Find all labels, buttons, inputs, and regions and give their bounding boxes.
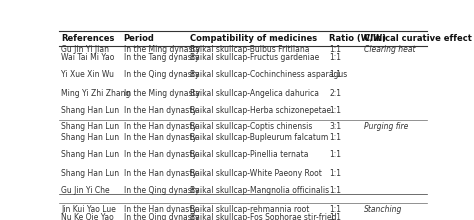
Text: Baikal skullcap-Pinellia ternata: Baikal skullcap-Pinellia ternata [190, 150, 308, 159]
Text: 1:1: 1:1 [329, 70, 341, 79]
Text: 1:1: 1:1 [329, 205, 341, 214]
Text: In the Han dynasty: In the Han dynasty [124, 106, 196, 115]
Text: Baikal skullcap-Mangnolia officinalis: Baikal skullcap-Mangnolia officinalis [190, 186, 329, 194]
Text: In the Ming dynasty: In the Ming dynasty [124, 45, 200, 54]
Text: Baikal skullcap-Angelica dahurica: Baikal skullcap-Angelica dahurica [190, 90, 319, 98]
Text: Jin Kui Yao Lue: Jin Kui Yao Lue [61, 205, 116, 214]
Text: Compatibility of medicines: Compatibility of medicines [190, 34, 317, 43]
Text: Baikal skullcap-Cochinchiness asparagus: Baikal skullcap-Cochinchiness asparagus [190, 70, 347, 79]
Text: Baikal skullcap-Fructus gardeniae: Baikal skullcap-Fructus gardeniae [190, 53, 319, 62]
Text: Nu Ke Qie Yao: Nu Ke Qie Yao [61, 213, 114, 220]
Text: 3:1: 3:1 [329, 122, 341, 131]
Text: Baikal skullcap-Herba schizonepetae: Baikal skullcap-Herba schizonepetae [190, 106, 331, 115]
Text: In the Qing dynasty: In the Qing dynasty [124, 70, 199, 79]
Text: Shang Han Lun: Shang Han Lun [61, 122, 119, 131]
Text: Yi Xue Xin Wu: Yi Xue Xin Wu [61, 70, 114, 79]
Text: Ratio (W/W): Ratio (W/W) [329, 34, 386, 43]
Text: 1:1: 1:1 [329, 186, 341, 194]
Text: In the Ming dynasty: In the Ming dynasty [124, 90, 200, 98]
Text: Shang Han Lun: Shang Han Lun [61, 106, 119, 115]
Text: Period: Period [124, 34, 155, 43]
Text: Baikal skullcap-rehmannia root: Baikal skullcap-rehmannia root [190, 205, 309, 214]
Text: 2:1: 2:1 [329, 90, 341, 98]
Text: Baikal skullcap-Fos Sophorae stir-fried: Baikal skullcap-Fos Sophorae stir-fried [190, 213, 336, 220]
Text: 1:1: 1:1 [329, 53, 341, 62]
Text: Shang Han Lun: Shang Han Lun [61, 169, 119, 178]
Text: 1:1: 1:1 [329, 150, 341, 159]
Text: In the Han dynasty: In the Han dynasty [124, 169, 196, 178]
Text: Baikal skullcap-White Paeony Root: Baikal skullcap-White Paeony Root [190, 169, 321, 178]
Text: Clinical curative effect: Clinical curative effect [364, 34, 472, 43]
Text: In the Han dynasty: In the Han dynasty [124, 122, 196, 131]
Text: Baikal skullcap-Bupleurum falcatum: Baikal skullcap-Bupleurum falcatum [190, 134, 328, 143]
Text: 1:1: 1:1 [329, 169, 341, 178]
Text: 1:1: 1:1 [329, 213, 341, 220]
Text: Gu Jin Yi Che: Gu Jin Yi Che [61, 186, 109, 194]
Text: Wai Tai Mi Yao: Wai Tai Mi Yao [61, 53, 114, 62]
Text: Clearing heat: Clearing heat [364, 45, 416, 54]
Text: Shang Han Lun: Shang Han Lun [61, 134, 119, 143]
Text: In the Han dynasty: In the Han dynasty [124, 205, 196, 214]
Text: Baikal skullcap-Bulbus Fritilana: Baikal skullcap-Bulbus Fritilana [190, 45, 309, 54]
Text: Shang Han Lun: Shang Han Lun [61, 150, 119, 159]
Text: In the Han dynasty: In the Han dynasty [124, 150, 196, 159]
Text: In the Tang dynasty: In the Tang dynasty [124, 53, 199, 62]
Text: 1:1: 1:1 [329, 45, 341, 54]
Text: References: References [61, 34, 114, 43]
Text: In the Qing dynasty: In the Qing dynasty [124, 213, 199, 220]
Text: Stanching: Stanching [364, 205, 402, 214]
Text: In the Qing dynasty: In the Qing dynasty [124, 186, 199, 194]
Text: Gu Jin Yi Jian: Gu Jin Yi Jian [61, 45, 109, 54]
Text: 1:1: 1:1 [329, 134, 341, 143]
Text: Purging fire: Purging fire [364, 122, 409, 131]
Text: Ming Yi Zhi Zhang: Ming Yi Zhi Zhang [61, 90, 130, 98]
Text: In the Han dynasty: In the Han dynasty [124, 134, 196, 143]
Text: 1:1: 1:1 [329, 106, 341, 115]
Text: Baikal skullcap-Coptis chinensis: Baikal skullcap-Coptis chinensis [190, 122, 312, 131]
